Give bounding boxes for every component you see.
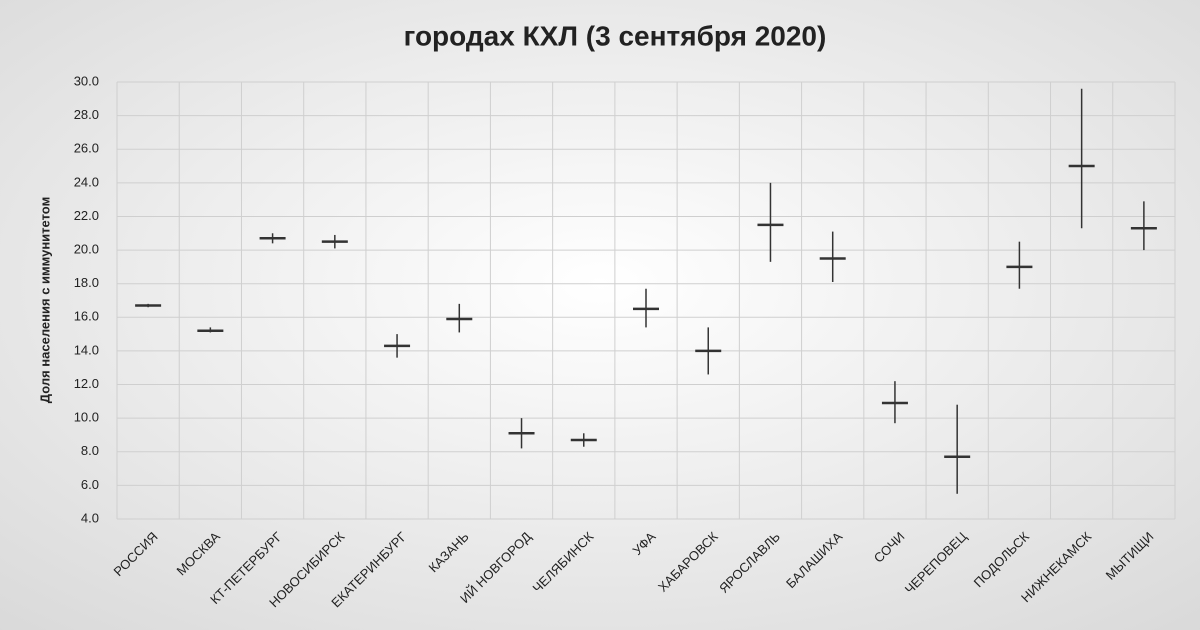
y-axis-label: Доля населения с иммунитетом (37, 197, 52, 403)
y-tick-label: 6.0 (81, 477, 99, 492)
chart-title: городах КХЛ (3 сентября 2020) (404, 20, 827, 51)
y-tick-label: 12.0 (74, 376, 99, 391)
y-tick-label: 8.0 (81, 443, 99, 458)
y-tick-label: 14.0 (74, 342, 99, 357)
y-tick-label: 4.0 (81, 510, 99, 525)
y-tick-label: 22.0 (74, 208, 99, 223)
y-tick-label: 16.0 (74, 309, 99, 324)
y-tick-label: 24.0 (74, 174, 99, 189)
y-tick-label: 18.0 (74, 275, 99, 290)
y-tick-label: 10.0 (74, 410, 99, 425)
y-tick-label: 20.0 (74, 242, 99, 257)
y-tick-label: 28.0 (74, 107, 99, 122)
y-tick-label: 30.0 (74, 73, 99, 88)
y-tick-label: 26.0 (74, 141, 99, 156)
